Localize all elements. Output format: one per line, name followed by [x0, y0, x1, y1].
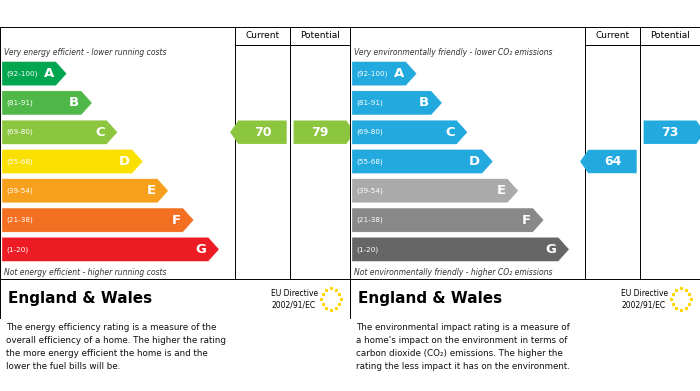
Text: 70: 70 — [253, 126, 272, 139]
Polygon shape — [580, 150, 637, 173]
Text: (69-80): (69-80) — [6, 129, 33, 135]
Text: Energy Efficiency Rating: Energy Efficiency Rating — [8, 7, 171, 20]
Text: EU Directive
2002/91/EC: EU Directive 2002/91/EC — [621, 289, 668, 309]
Text: E: E — [496, 184, 505, 197]
Text: B: B — [419, 97, 429, 109]
Text: A: A — [43, 67, 54, 80]
Text: Very energy efficient - lower running costs: Very energy efficient - lower running co… — [4, 48, 167, 57]
Polygon shape — [643, 120, 700, 144]
Text: G: G — [195, 243, 206, 256]
Text: G: G — [545, 243, 557, 256]
Text: C: C — [95, 126, 105, 139]
Text: (69-80): (69-80) — [356, 129, 383, 135]
Text: 73: 73 — [662, 126, 679, 139]
Polygon shape — [352, 62, 416, 86]
Text: Current: Current — [246, 32, 279, 41]
Text: The energy efficiency rating is a measure of the
overall efficiency of a home. T: The energy efficiency rating is a measur… — [6, 323, 226, 371]
Text: Current: Current — [596, 32, 629, 41]
Text: (39-54): (39-54) — [6, 188, 33, 194]
Text: A: A — [393, 67, 404, 80]
Text: (1-20): (1-20) — [356, 246, 378, 253]
Text: (92-100): (92-100) — [6, 70, 37, 77]
Text: England & Wales: England & Wales — [8, 292, 152, 307]
Text: England & Wales: England & Wales — [358, 292, 502, 307]
Text: D: D — [469, 155, 480, 168]
Text: The environmental impact rating is a measure of
a home's impact on the environme: The environmental impact rating is a mea… — [356, 323, 570, 371]
Polygon shape — [352, 91, 442, 115]
Polygon shape — [352, 120, 468, 144]
Text: (1-20): (1-20) — [6, 246, 28, 253]
Text: E: E — [146, 184, 155, 197]
Text: (21-38): (21-38) — [6, 217, 33, 223]
Text: Potential: Potential — [300, 32, 340, 41]
Text: Not energy efficient - higher running costs: Not energy efficient - higher running co… — [4, 268, 167, 277]
Text: (39-54): (39-54) — [356, 188, 383, 194]
Polygon shape — [293, 120, 355, 144]
Text: F: F — [522, 213, 531, 226]
Polygon shape — [352, 237, 569, 261]
Text: D: D — [119, 155, 130, 168]
Polygon shape — [2, 149, 143, 174]
Polygon shape — [2, 91, 92, 115]
Text: Potential: Potential — [650, 32, 690, 41]
Text: (55-68): (55-68) — [6, 158, 33, 165]
Text: (81-91): (81-91) — [6, 100, 33, 106]
Text: (21-38): (21-38) — [356, 217, 383, 223]
Polygon shape — [352, 208, 544, 232]
Text: 79: 79 — [312, 126, 329, 139]
Polygon shape — [2, 179, 168, 203]
Text: (55-68): (55-68) — [356, 158, 383, 165]
Text: Environmental Impact (CO₂) Rating: Environmental Impact (CO₂) Rating — [358, 7, 590, 20]
Text: F: F — [172, 213, 181, 226]
Text: C: C — [445, 126, 455, 139]
Polygon shape — [2, 208, 194, 232]
Polygon shape — [2, 62, 66, 86]
Polygon shape — [2, 120, 118, 144]
Polygon shape — [230, 120, 287, 144]
Polygon shape — [352, 179, 518, 203]
Polygon shape — [352, 149, 493, 174]
Text: Very environmentally friendly - lower CO₂ emissions: Very environmentally friendly - lower CO… — [354, 48, 552, 57]
Text: (81-91): (81-91) — [356, 100, 383, 106]
Text: EU Directive
2002/91/EC: EU Directive 2002/91/EC — [271, 289, 318, 309]
Text: 64: 64 — [604, 155, 621, 168]
Text: Not environmentally friendly - higher CO₂ emissions: Not environmentally friendly - higher CO… — [354, 268, 552, 277]
Text: (92-100): (92-100) — [356, 70, 387, 77]
Polygon shape — [2, 237, 219, 261]
Text: B: B — [69, 97, 79, 109]
